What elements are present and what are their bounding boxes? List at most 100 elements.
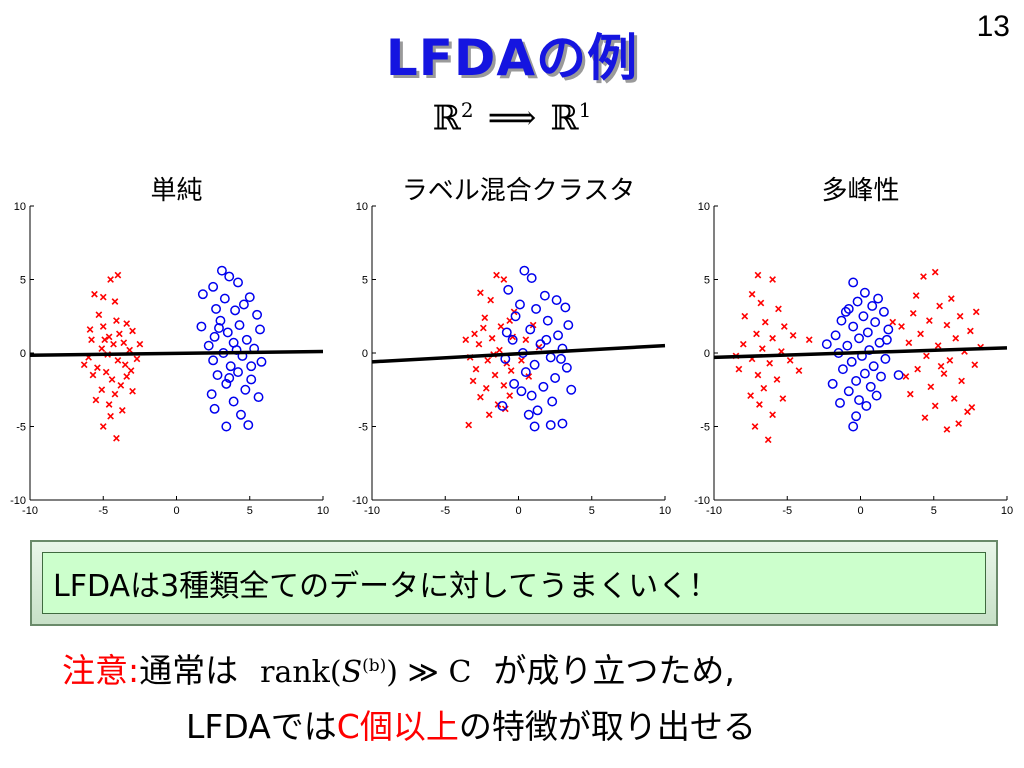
data-point-cross	[923, 352, 930, 360]
data-point-circle	[836, 315, 847, 326]
data-point-circle	[566, 384, 577, 395]
data-point-circle	[854, 333, 864, 344]
data-point-cross	[120, 339, 128, 347]
data-point-cross	[123, 373, 131, 380]
note-lead: 通常は	[139, 651, 239, 690]
data-point-circle	[211, 303, 222, 314]
data-point-circle	[241, 334, 252, 345]
x-tick-label: -5	[98, 505, 108, 517]
x-tick-label: 0	[515, 505, 521, 517]
data-point-cross	[912, 292, 920, 300]
data-point-circle	[252, 309, 263, 320]
data-point-cross	[972, 308, 980, 316]
data-point-cross	[89, 371, 97, 379]
data-point-cross	[753, 330, 760, 338]
y-tick-label: -10	[10, 495, 26, 507]
y-tick-label: 0	[704, 348, 710, 360]
data-point-circle	[827, 378, 838, 389]
data-point-cross	[91, 290, 98, 298]
y-tick-label: 5	[362, 275, 368, 287]
data-point-cross	[500, 381, 508, 389]
note-separator: :	[128, 651, 140, 690]
y-tick-label: 10	[698, 201, 710, 213]
data-point-circle	[216, 265, 227, 276]
callout-text: LFDAは3種類全てのデータに対してうまくいく！	[53, 569, 719, 604]
data-point-cross	[105, 333, 113, 341]
data-point-cross	[123, 320, 131, 327]
data-point-circle	[864, 345, 875, 356]
data-point-circle	[525, 324, 536, 335]
data-point-cross	[934, 342, 942, 350]
data-point-cross	[931, 268, 939, 276]
data-point-cross	[86, 326, 94, 333]
data-point-cross	[950, 395, 958, 402]
data-point-circle	[547, 396, 558, 407]
data-point-circle	[854, 395, 864, 405]
data-point-circle	[243, 420, 254, 430]
data-point-circle	[848, 321, 859, 332]
data-point-cross	[769, 276, 776, 283]
data-point-circle	[215, 315, 226, 326]
data-point-cross	[925, 317, 933, 325]
data-point-circle	[526, 390, 537, 401]
data-point-circle	[507, 334, 518, 345]
data-point-circle	[255, 324, 265, 335]
data-point-cross	[920, 273, 927, 280]
data-point-circle	[520, 367, 531, 378]
data-point-cross	[747, 392, 754, 399]
y-tick-label: -5	[700, 422, 710, 434]
data-point-circle	[876, 371, 886, 382]
data-point-circle	[209, 403, 220, 414]
data-point-cross	[946, 356, 954, 364]
x-tick-label: 10	[1001, 505, 1013, 517]
data-point-cross	[766, 359, 774, 367]
data-point-circle	[196, 321, 207, 332]
data-point-cross	[751, 423, 759, 430]
data-point-circle	[861, 400, 872, 411]
x-tick-label: -10	[22, 505, 38, 517]
data-point-cross	[126, 346, 133, 354]
data-point-circle	[214, 323, 224, 333]
formula-source-space: ℝ	[432, 98, 461, 139]
x-tick-label: 10	[659, 505, 671, 517]
data-point-cross	[133, 355, 141, 363]
data-point-cross	[773, 376, 781, 383]
data-point-cross	[795, 367, 803, 375]
data-point-circle	[203, 340, 214, 351]
data-point-circle	[550, 373, 561, 383]
data-point-cross	[955, 420, 963, 427]
data-point-cross	[756, 401, 763, 408]
data-point-cross	[95, 311, 103, 319]
data-point-circle	[545, 352, 556, 363]
data-point-circle	[556, 353, 566, 364]
data-point-cross	[496, 346, 503, 354]
data-point-circle	[873, 293, 884, 304]
x-tick-label: 10	[317, 505, 329, 517]
data-point-circle	[843, 386, 854, 397]
data-point-cross	[898, 323, 905, 330]
y-tick-label: 5	[704, 275, 710, 287]
data-point-circle	[197, 289, 208, 300]
data-point-circle	[221, 421, 232, 432]
x-tick-label: 5	[931, 505, 937, 517]
data-point-circle	[230, 305, 241, 316]
chart-simple-plot: -10 -5 0 5 10 -10 -5 0 5 10	[10, 201, 329, 517]
rank-formula-sup: (b)	[362, 656, 387, 676]
data-point-cross	[780, 323, 788, 330]
data-point-circle	[851, 375, 862, 386]
y-tick-label: -5	[358, 422, 368, 434]
rank-formula-tail: ) ≫ C	[386, 655, 472, 690]
data-point-circle	[228, 396, 239, 407]
data-point-cross	[479, 324, 487, 332]
data-point-circle	[225, 361, 236, 372]
data-point-circle	[497, 400, 508, 411]
data-point-circle	[545, 420, 556, 430]
data-point-cross	[488, 334, 496, 342]
data-point-circle	[233, 277, 243, 288]
data-point-cross	[906, 390, 914, 398]
data-point-cross	[956, 312, 964, 320]
data-point-cross	[110, 340, 117, 348]
data-point-cross	[471, 330, 478, 338]
data-point-circle	[236, 409, 246, 420]
data-point-circle	[881, 334, 892, 345]
